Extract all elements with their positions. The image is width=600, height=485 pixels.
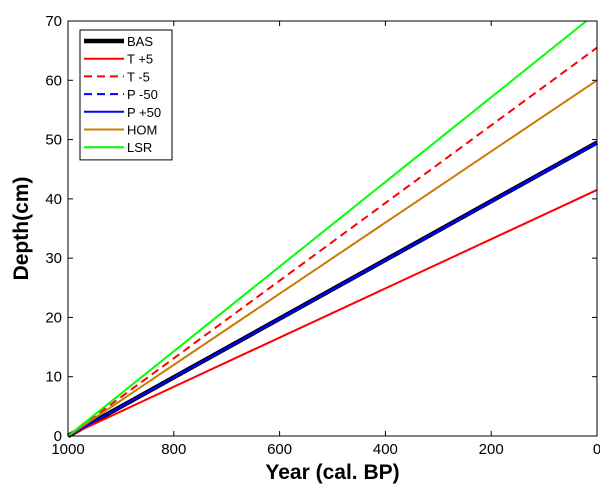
legend-label: BAS [127,34,153,49]
x-tick-label: 800 [161,441,186,458]
x-tick-label: 0 [593,441,600,458]
y-tick-label: 10 [45,369,62,386]
y-tick-label: 30 [45,250,62,267]
y-axis-title: Depth(cm) [10,177,33,281]
series-line-lsr [67,20,588,437]
y-tick-label: 70 [45,13,62,30]
x-axis-title: Year (cal. BP) [265,461,399,484]
y-axis-ticks: 0 10 20 30 40 50 60 70 [45,13,597,445]
y-tick-label: 60 [45,72,62,89]
legend-label: LSR [127,140,152,155]
x-tick-label: 600 [267,441,292,458]
series-line-p-50 [67,141,598,437]
legend-label: T +5 [127,52,153,67]
y-tick-label: 50 [45,132,62,149]
y-tick-label: 40 [45,191,62,208]
x-tick-label: 400 [373,441,398,458]
y-tick-label: 20 [45,309,62,326]
plot-lines [66,20,599,438]
legend-label: P -50 [127,87,158,102]
plot-frame [67,20,598,437]
y-tick-label: 0 [54,428,62,445]
x-tick-label: 1000 [51,441,84,458]
legend-label: P +50 [127,105,161,120]
legend-box [79,29,173,161]
legend-label: T -5 [127,69,150,84]
legend-label: HOM [127,123,157,138]
x-axis-ticks: 1000 800 600 400 200 0 [51,21,600,458]
series-line-t-5 [67,46,598,437]
series-line-hom [67,79,598,437]
series-line-t-5 [67,189,598,437]
x-tick-label: 200 [479,441,504,458]
legend: BAS T +5 T -5 P -50 P +50 HOM LSR [79,29,173,161]
